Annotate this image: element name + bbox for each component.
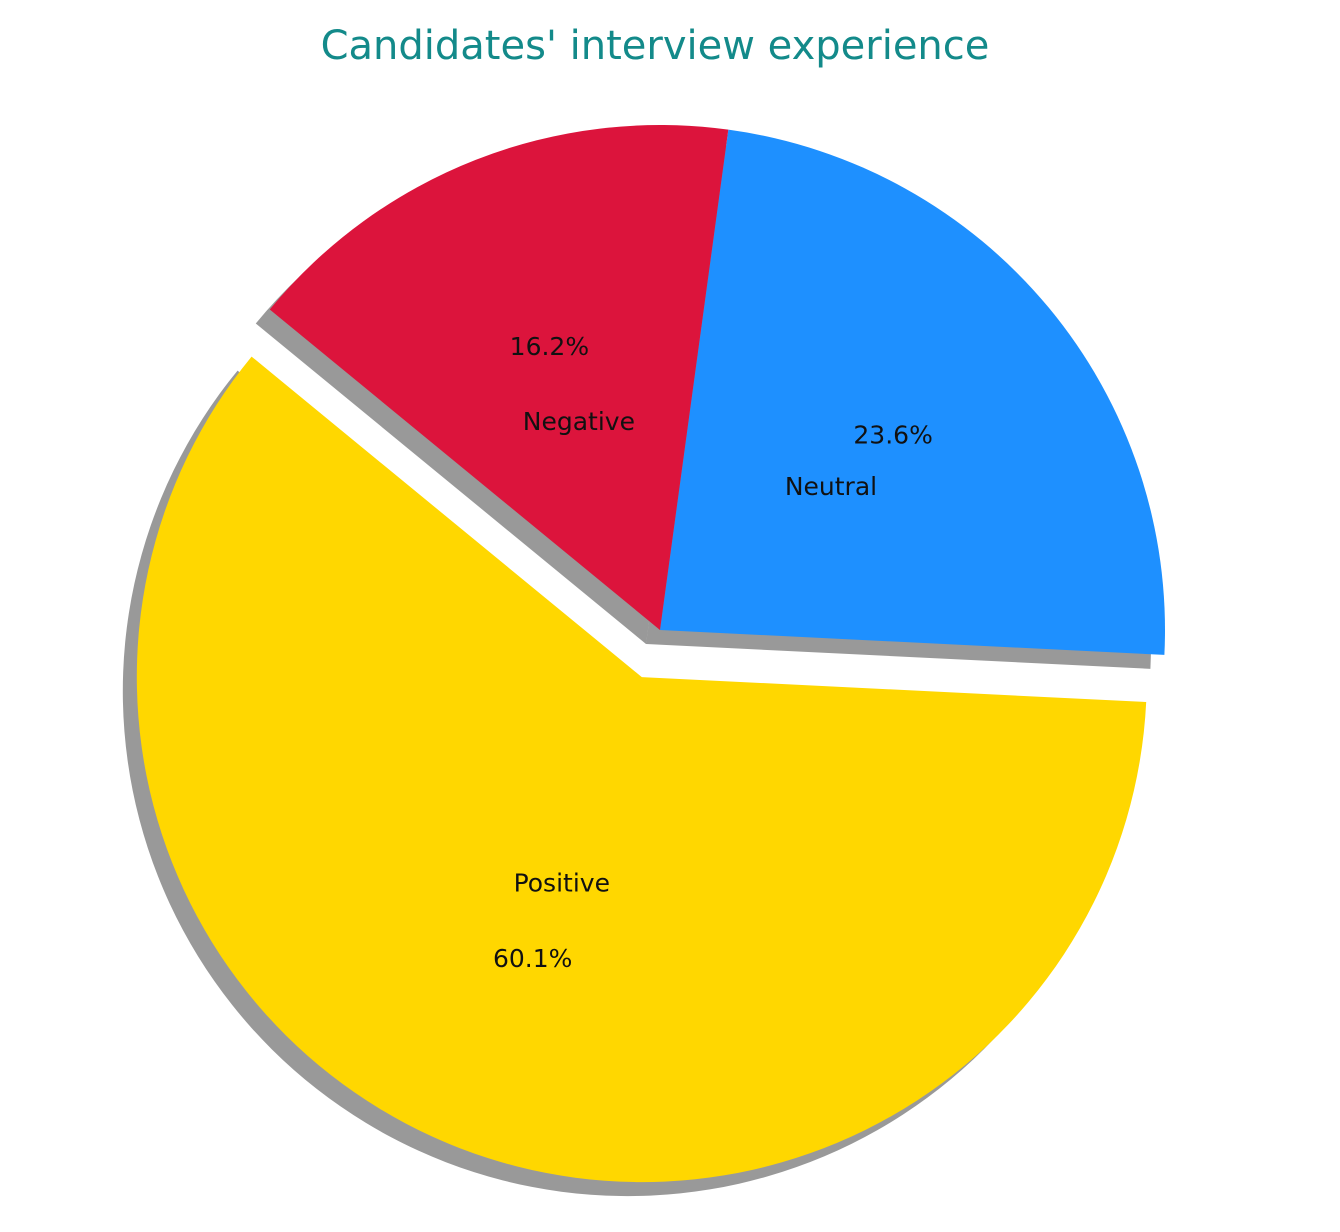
pie-slice — [136, 356, 1147, 1183]
pie-slice — [660, 129, 1165, 655]
slice-label: Negative — [523, 407, 635, 436]
slice-label: Neutral — [785, 472, 877, 501]
value-label: 60.1% — [493, 944, 572, 973]
slice-label: Positive — [514, 868, 610, 897]
pie-slice — [269, 124, 729, 630]
value-label: 16.2% — [510, 332, 589, 361]
value-label: 23.6% — [853, 420, 932, 449]
chart-title: Candidates' interview experience — [321, 23, 990, 69]
